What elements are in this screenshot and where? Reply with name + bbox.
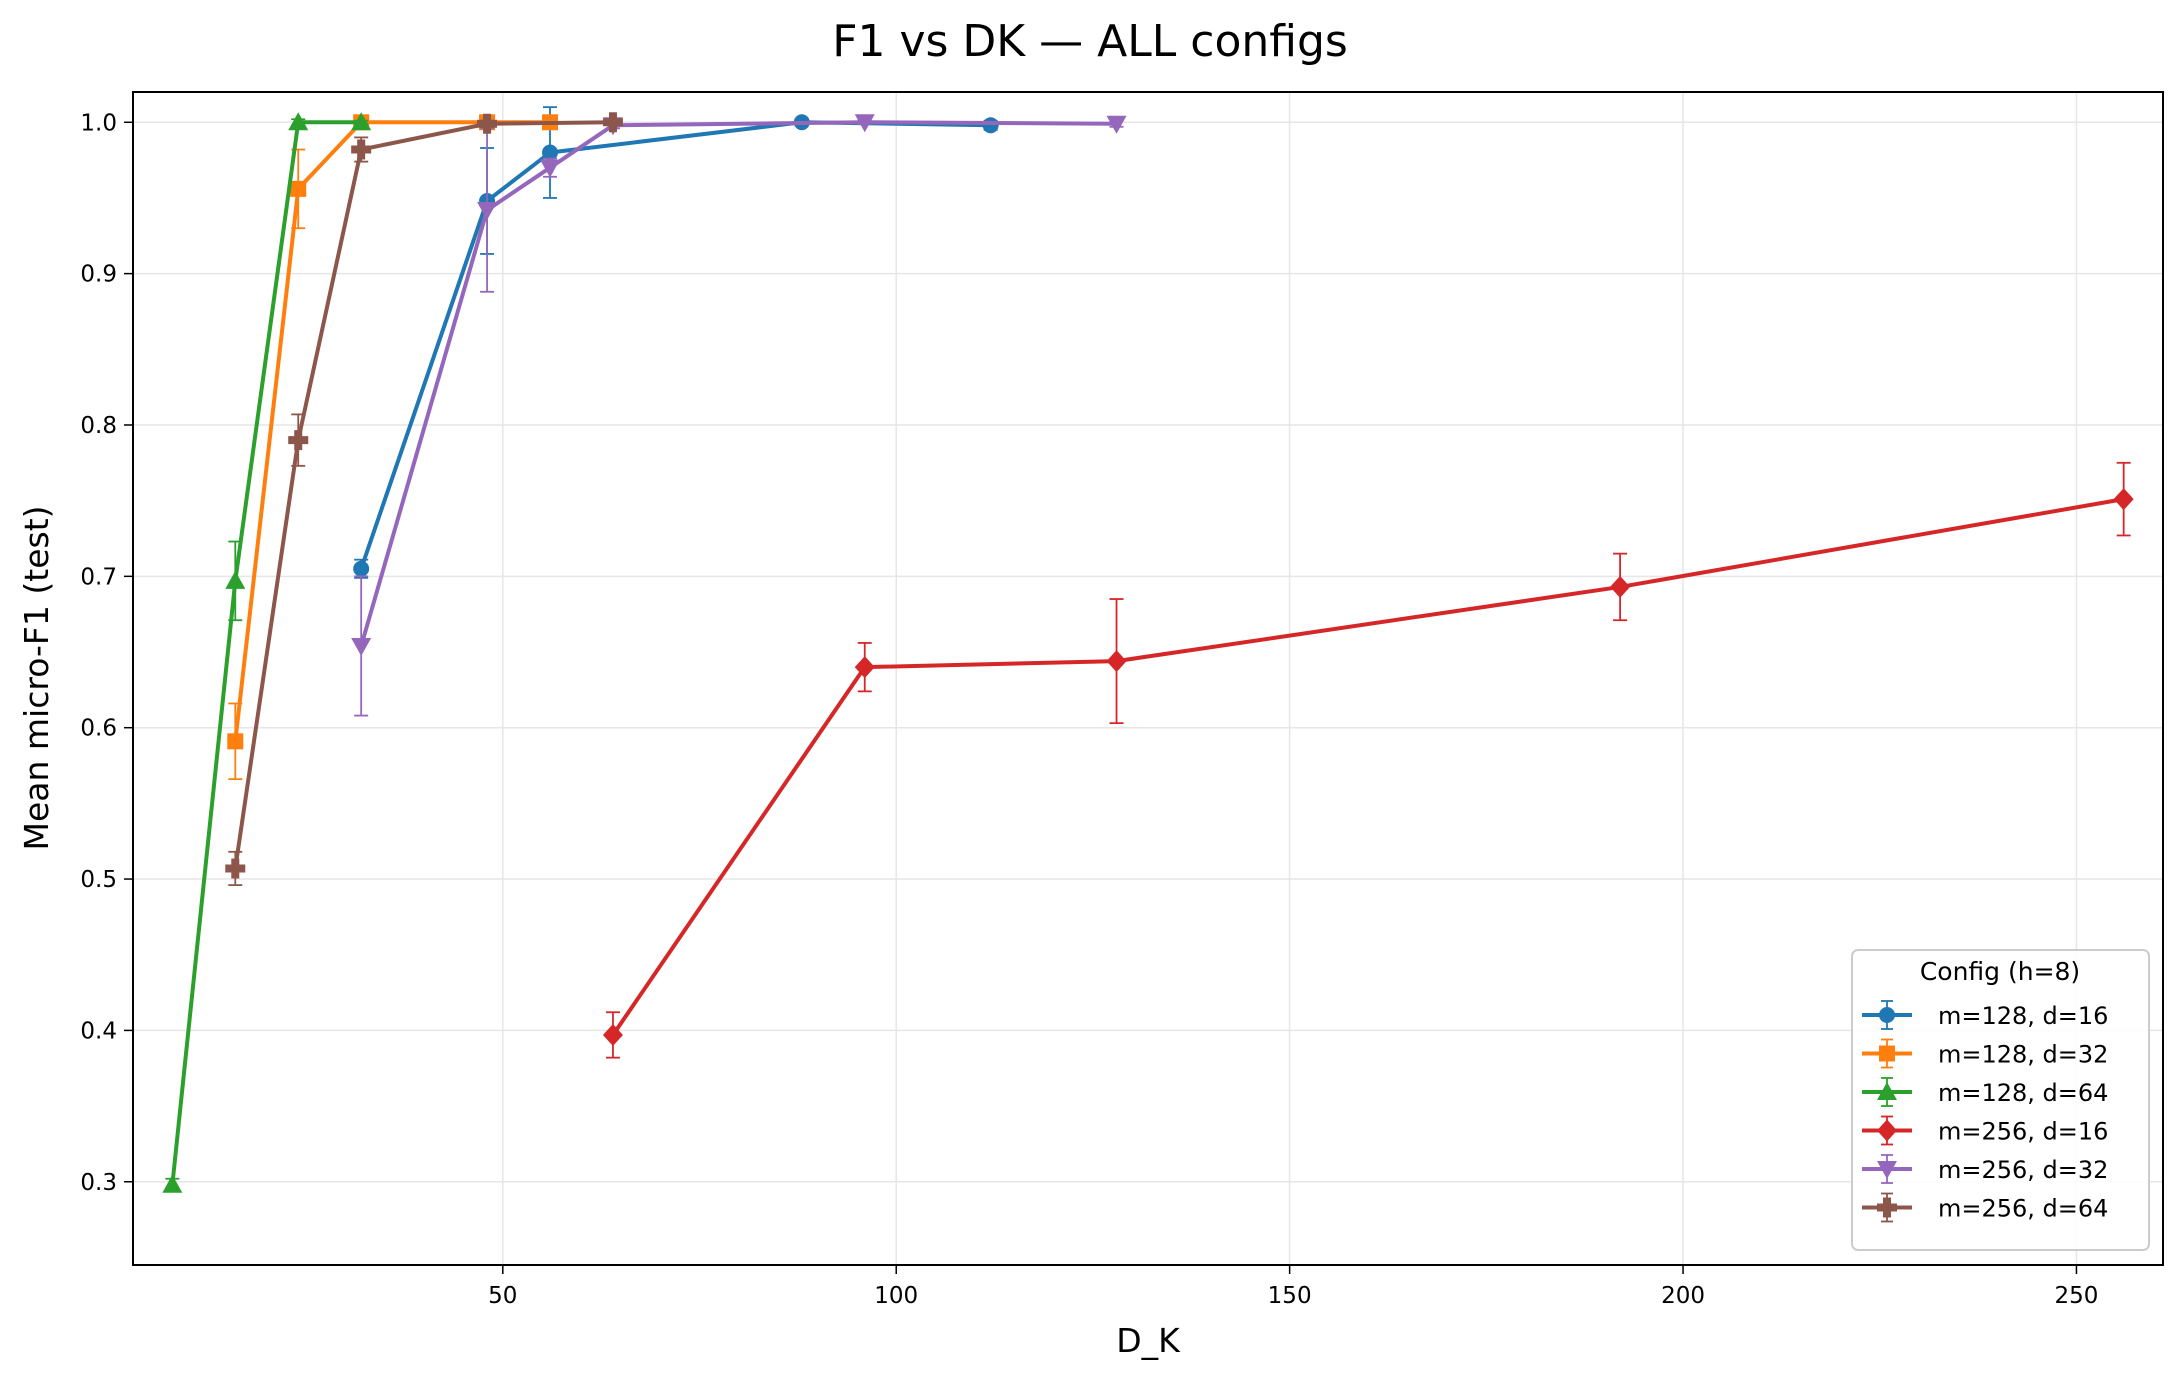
- y-tick-label: 1.0: [80, 110, 117, 136]
- legend-item: m=128, d=64: [1862, 1077, 2108, 1107]
- legend-label: m=256, d=64: [1938, 1195, 2108, 1223]
- data-point: [290, 180, 307, 197]
- y-tick-label: 0.6: [80, 716, 117, 742]
- plot-series: [162, 106, 2134, 1193]
- data-point: [982, 117, 999, 134]
- y-axis-ticks: 0.3 0.4 0.5 0.6 0.7 0.8 0.9 1.0: [80, 110, 133, 1196]
- series-line: [359, 120, 1117, 647]
- series-5: [225, 112, 623, 886]
- data-point: [162, 1174, 183, 1193]
- legend-item: m=128, d=32: [1862, 1038, 2108, 1069]
- x-axis-ticks: 50 100 150 200 250: [488, 1265, 2098, 1309]
- data-point: [1610, 575, 1631, 598]
- legend-item: m=256, d=32: [1862, 1154, 2108, 1184]
- y-axis-label: Mean micro-F1 (test): [17, 505, 56, 850]
- series-3: [602, 461, 2134, 1059]
- legend-marker: [1877, 1161, 1897, 1179]
- x-axis-label: D_K: [1116, 1321, 1181, 1360]
- data-point: [2113, 488, 2134, 511]
- data-point: [854, 656, 875, 679]
- y-tick-label: 0.7: [80, 564, 117, 590]
- x-tick-label: 50: [488, 1283, 517, 1309]
- legend-label: m=128, d=32: [1938, 1041, 2108, 1069]
- data-point: [227, 733, 244, 750]
- legend-item: m=128, d=16: [1862, 1000, 2108, 1030]
- y-tick-label: 0.3: [80, 1170, 117, 1196]
- data-point: [477, 113, 498, 134]
- x-tick-label: 250: [2054, 1283, 2098, 1309]
- legend-label: m=128, d=16: [1938, 1002, 2108, 1030]
- y-tick-label: 0.8: [80, 413, 117, 439]
- data-point: [353, 560, 370, 577]
- plot-frame: [132, 91, 2164, 1266]
- data-point: [351, 112, 372, 131]
- x-tick-label: 150: [1268, 1283, 1312, 1309]
- data-point: [351, 139, 372, 160]
- legend: Config (h=8) m=128, d=16m=128, d=32m=128…: [1851, 949, 2150, 1251]
- data-point: [351, 637, 372, 656]
- legend-title: Config (h=8): [1920, 957, 2080, 986]
- data-point: [1106, 115, 1127, 134]
- data-point: [1106, 650, 1127, 673]
- legend-marker: [1877, 1197, 1897, 1218]
- grid: [133, 92, 2163, 1265]
- legend-marker: [1877, 1082, 1897, 1100]
- data-point: [477, 202, 498, 221]
- x-tick-label: 200: [1661, 1283, 1705, 1309]
- legend-items: m=128, d=16 m=128, d=32 m=128, d=64 m=256, …: [1862, 1000, 2108, 1223]
- legend-item: m=256, d=64: [1862, 1192, 2108, 1223]
- data-point: [225, 858, 246, 879]
- data-point: [288, 112, 309, 131]
- legend-marker: [1877, 1119, 1897, 1142]
- data-point: [854, 114, 875, 133]
- series-2: [162, 112, 372, 1193]
- y-tick-label: 0.9: [80, 262, 117, 288]
- series-line: [170, 120, 362, 1185]
- legend-marker: [1879, 1045, 1895, 1062]
- data-point: [288, 430, 309, 451]
- y-tick-label: 0.4: [80, 1018, 117, 1044]
- legend-marker: [1879, 1007, 1895, 1023]
- data-point: [225, 570, 246, 589]
- legend-item: m=256, d=16: [1862, 1115, 2108, 1146]
- data-point: [602, 112, 623, 133]
- data-point: [602, 1023, 623, 1046]
- legend-label: m=256, d=32: [1938, 1156, 2108, 1184]
- data-point: [542, 144, 559, 161]
- x-tick-label: 100: [874, 1283, 918, 1309]
- legend-frame: [1851, 949, 2150, 1251]
- legend-label: m=128, d=64: [1938, 1079, 2108, 1107]
- data-point: [540, 159, 561, 178]
- chart-title: F1 vs DK — ALL configs: [832, 16, 1348, 67]
- legend-label: m=256, d=16: [1938, 1118, 2108, 1146]
- y-tick-label: 0.5: [80, 867, 117, 893]
